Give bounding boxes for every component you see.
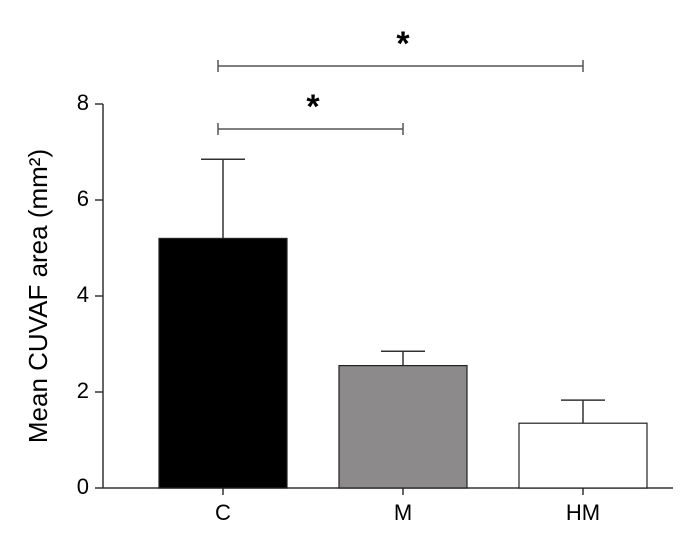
bar xyxy=(158,237,288,489)
bar xyxy=(518,422,648,489)
x-tick-label: HM xyxy=(566,500,600,525)
y-tick-label: 0 xyxy=(77,474,89,499)
y-tick-label: 6 xyxy=(77,186,89,211)
y-tick-label: 4 xyxy=(77,282,89,307)
significance-label: * xyxy=(306,88,320,126)
bar xyxy=(338,365,468,489)
significance-label: * xyxy=(396,25,410,63)
y-tick-label: 2 xyxy=(77,378,89,403)
x-tick-label: C xyxy=(215,500,231,525)
y-axis-label: Mean CUVAF area (mm²) xyxy=(23,149,53,443)
x-tick-label: M xyxy=(394,500,412,525)
y-tick-label: 8 xyxy=(77,90,89,115)
